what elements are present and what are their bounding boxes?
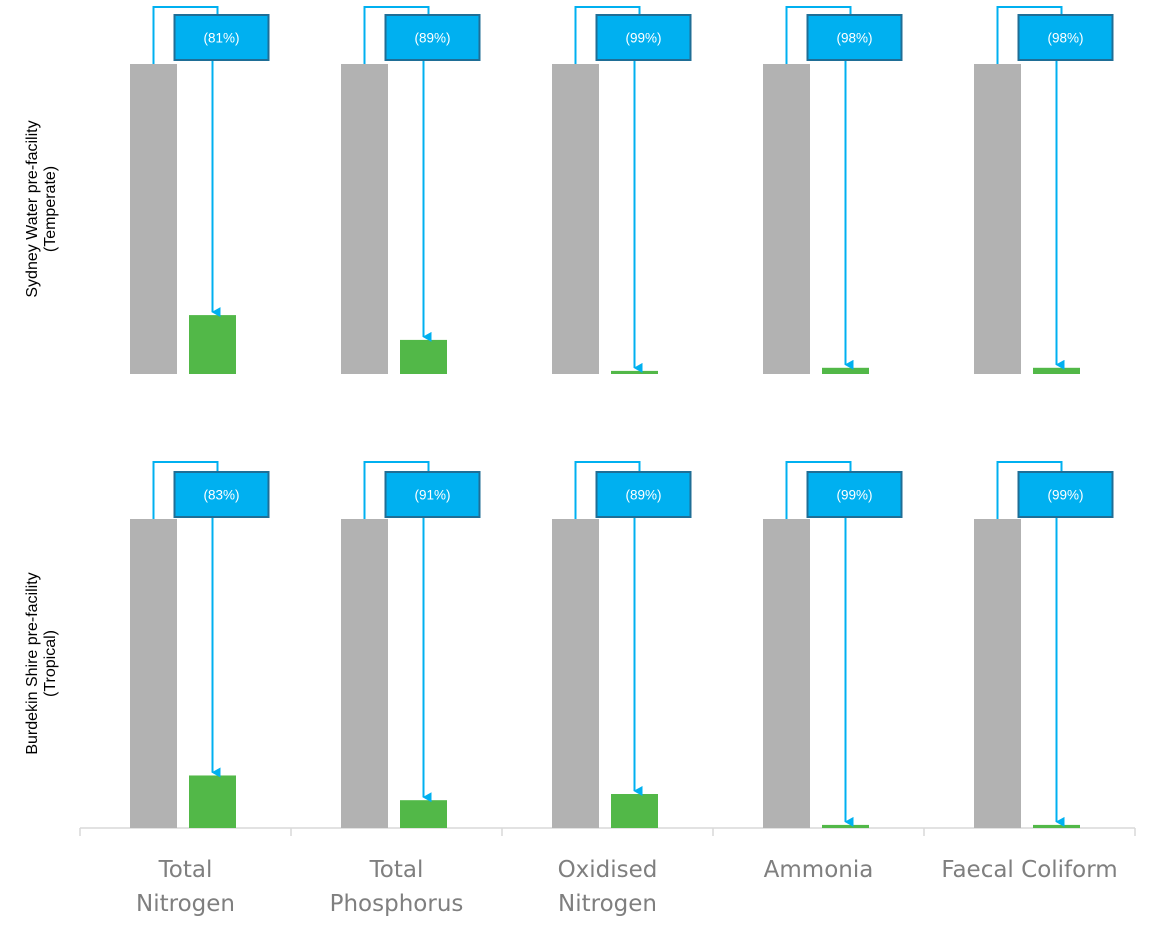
- category-label: Total Nitrogen: [136, 857, 235, 917]
- before-bar: [130, 64, 177, 374]
- category-label: Faecal Coliform: [941, 857, 1117, 883]
- reduction-connector: [574, 461, 641, 519]
- reduction-label: (83%): [203, 488, 239, 503]
- category-label-line: Ammonia: [764, 857, 874, 883]
- after-bar: [611, 370, 658, 374]
- reduction-connector: [996, 461, 1063, 519]
- category-label: Total Phosphorus: [330, 857, 464, 917]
- reduction-connector: [363, 461, 430, 519]
- reduction-label: (81%): [203, 31, 239, 46]
- reduction-callout: [384, 471, 481, 518]
- reduction-label: (98%): [1047, 31, 1083, 46]
- category-label-line: Total: [369, 857, 424, 883]
- reduction-callout: [1017, 14, 1114, 61]
- reduction-connector: [152, 461, 219, 519]
- after-bar: [189, 775, 236, 828]
- before-bar: [552, 519, 599, 828]
- reduction-connector: [152, 6, 219, 64]
- reduction-callout: [595, 14, 692, 61]
- category-label: Ammonia: [764, 857, 874, 883]
- reduction-callout: [595, 471, 692, 518]
- reduction-label: (99%): [1047, 488, 1083, 503]
- reduction-label: (99%): [625, 31, 661, 46]
- before-bar: [341, 64, 388, 374]
- before-bar: [763, 519, 810, 828]
- reduction-callout: [806, 471, 903, 518]
- before-bar: [341, 519, 388, 828]
- after-bar: [1033, 367, 1080, 374]
- category-label-line: Oxidised: [558, 857, 658, 883]
- reduction-callout: [173, 14, 270, 61]
- row-label-line: (Temperate): [42, 166, 59, 252]
- row-label: Sydney Water pre-facility(Temperate): [24, 120, 59, 297]
- after-bar: [400, 339, 447, 374]
- row-label-line: (Tropical): [42, 630, 59, 697]
- reduction-connector: [785, 6, 852, 64]
- after-bar: [189, 315, 236, 374]
- reduction-label: (89%): [414, 31, 450, 46]
- reduction-label: (91%): [414, 488, 450, 503]
- reduction-label: (89%): [625, 488, 661, 503]
- row-label-line: Sydney Water pre-facility: [24, 120, 41, 297]
- category-label-line: Phosphorus: [330, 891, 464, 917]
- after-bar: [822, 367, 869, 374]
- category-label-line: Nitrogen: [558, 891, 657, 917]
- after-bar: [400, 800, 447, 828]
- reduction-callout: [806, 14, 903, 61]
- before-bar: [763, 64, 810, 374]
- before-bar: [974, 64, 1021, 374]
- category-label-line: Faecal Coliform: [941, 857, 1117, 883]
- row-label: Burdekin Shire pre-facility(Tropical): [24, 572, 59, 754]
- reduction-label: (99%): [836, 488, 872, 503]
- after-bar: [822, 824, 869, 828]
- reduction-callout: [1017, 471, 1114, 518]
- category-label: Oxidised Nitrogen: [558, 857, 658, 917]
- category-label-line: Total: [158, 857, 213, 883]
- before-bar: [552, 64, 599, 374]
- reduction-connector: [574, 6, 641, 64]
- before-bar: [130, 519, 177, 828]
- after-bar: [1033, 824, 1080, 828]
- before-bar: [974, 519, 1021, 828]
- after-bar: [611, 794, 658, 828]
- reduction-connector: [996, 6, 1063, 64]
- reduction-connector: [785, 461, 852, 519]
- reduction-label: (98%): [836, 31, 872, 46]
- reduction-callout: [173, 471, 270, 518]
- reduction-callout: [384, 14, 481, 61]
- row-label-line: Burdekin Shire pre-facility: [24, 572, 41, 754]
- reduction-connector: [363, 6, 430, 64]
- category-label-line: Nitrogen: [136, 891, 235, 917]
